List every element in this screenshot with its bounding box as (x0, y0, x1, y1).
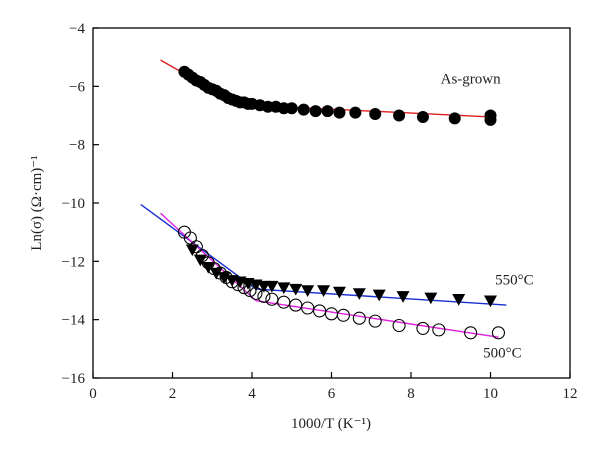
data-point (243, 283, 257, 298)
series-annotations: As-grown 550°C 500°C (441, 71, 534, 361)
data-point (491, 326, 506, 340)
series-annotation: 550°C (495, 273, 534, 289)
x-tick-label: 4 (248, 386, 256, 402)
x-tick-label: 0 (89, 386, 97, 402)
axis-ticks: 0 2 4 6 8 10 12 −4 −6 −8 −10 −12 −14 −16 (62, 21, 578, 402)
fit-line (255, 300, 499, 338)
data-point (321, 105, 334, 118)
y-axis-label: Ln(σ) (Ω·cm)⁻¹ (29, 155, 45, 250)
data-point (289, 298, 303, 312)
data-point (237, 281, 251, 295)
series-annotation: As-grown (441, 71, 501, 87)
data-point (301, 285, 315, 297)
series-group (178, 65, 497, 126)
y-tick-label: −4 (69, 21, 85, 37)
data-point (464, 326, 478, 340)
data-point (265, 292, 279, 306)
data-point (277, 282, 291, 295)
y-tick-label: −14 (62, 313, 86, 329)
data-point (392, 318, 406, 333)
data-point (285, 102, 298, 115)
data-point (416, 110, 429, 123)
data-point (396, 291, 410, 303)
data-point (309, 105, 322, 118)
data-point (452, 294, 466, 306)
series-annotation: 500°C (483, 346, 522, 362)
data-point (352, 311, 366, 325)
data-point (249, 286, 263, 300)
data-point (313, 304, 327, 318)
data-point (484, 113, 497, 126)
y-tick-label: −12 (62, 254, 85, 270)
data-point (332, 286, 346, 299)
data-point (432, 323, 446, 337)
data-markers (177, 65, 506, 340)
x-tick-label: 2 (169, 386, 177, 402)
data-point (297, 103, 310, 116)
x-tick-label: 8 (407, 386, 415, 402)
data-point (257, 289, 271, 303)
data-point (301, 301, 315, 315)
y-tick-label: −6 (69, 79, 85, 95)
data-point (183, 231, 197, 245)
data-point (424, 292, 438, 305)
data-point (324, 307, 339, 321)
data-point (336, 308, 350, 322)
data-point (289, 283, 303, 296)
fit-line (140, 203, 257, 290)
data-point (369, 108, 382, 121)
y-tick-label: −8 (69, 138, 85, 154)
x-tick-label: 6 (328, 386, 336, 402)
data-point (393, 109, 406, 122)
x-tick-label: 10 (483, 386, 498, 402)
data-point (448, 112, 461, 125)
x-tick-label: 12 (563, 386, 578, 402)
data-point (185, 244, 199, 257)
data-point (277, 295, 291, 309)
data-point (333, 106, 346, 119)
data-point (349, 106, 362, 119)
data-point (416, 321, 430, 335)
data-point (225, 275, 239, 289)
data-point (231, 278, 245, 292)
data-point (317, 285, 331, 297)
data-point (368, 314, 382, 328)
y-tick-label: −10 (62, 196, 85, 212)
data-point (265, 280, 279, 293)
series-group (177, 225, 506, 340)
data-point (189, 240, 203, 254)
data-point (352, 288, 366, 300)
x-axis-label: 1000/T (K⁻¹) (291, 416, 371, 432)
data-point (372, 289, 386, 302)
data-point (484, 295, 497, 308)
y-tick-label: −16 (62, 371, 86, 387)
